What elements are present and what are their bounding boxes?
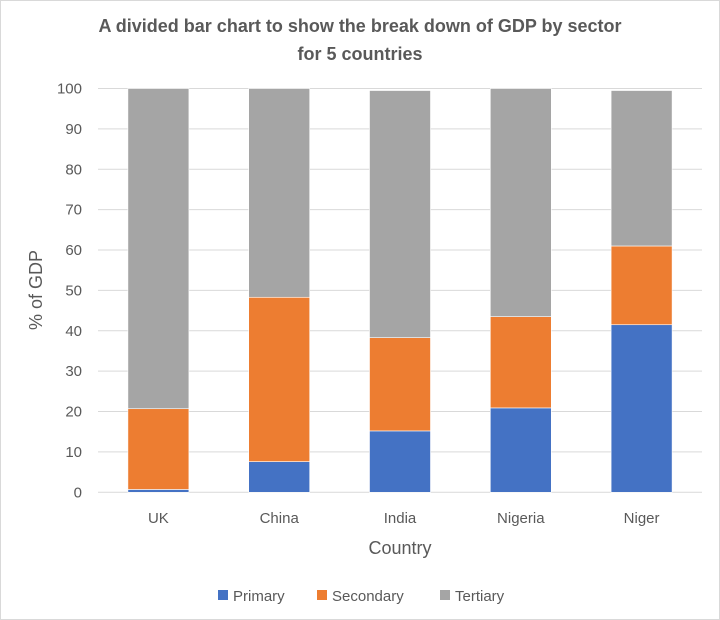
y-tick-label: 30 xyxy=(65,363,82,380)
x-tick-label: Niger xyxy=(624,510,660,527)
chart-title-line-1: A divided bar chart to show the break do… xyxy=(98,16,622,36)
y-tick-label: 10 xyxy=(65,444,82,461)
y-tick-label: 70 xyxy=(65,202,82,219)
y-tick-label: 20 xyxy=(65,404,82,421)
y-tick-label: 80 xyxy=(65,161,82,178)
x-tick-label: Nigeria xyxy=(497,510,545,527)
y-axis-label: % of GDP xyxy=(26,250,46,330)
bar-segment-primary-india xyxy=(369,430,431,493)
bar-segment-primary-uk xyxy=(127,489,190,493)
bar-segment-tertiary-nigeria xyxy=(489,88,552,317)
x-axis-label: Country xyxy=(368,538,431,558)
y-tick-label: 60 xyxy=(65,242,82,259)
y-tick-label: 100 xyxy=(57,81,82,98)
bar-segment-secondary-uk xyxy=(127,408,190,490)
bar-segment-tertiary-uk xyxy=(127,88,190,410)
x-tick-label: UK xyxy=(148,510,169,527)
legend-marker-primary xyxy=(218,590,228,600)
legend-label-primary: Primary xyxy=(233,588,285,605)
bar-segment-tertiary-india xyxy=(369,90,431,338)
bar-segment-secondary-nigeria xyxy=(489,316,552,409)
y-tick-label: 40 xyxy=(65,323,82,340)
bar-segment-secondary-niger xyxy=(610,245,673,326)
bar-segment-primary-china xyxy=(248,461,310,493)
chart-title-line-2: for 5 countries xyxy=(297,44,423,64)
bar-segment-secondary-india xyxy=(369,337,431,432)
y-tick-label: 90 xyxy=(65,121,82,138)
bar-segment-primary-niger xyxy=(610,324,673,493)
y-tick-label: 50 xyxy=(65,282,82,299)
y-tick-label: 0 xyxy=(74,484,82,501)
x-tick-label: India xyxy=(384,510,417,527)
legend-marker-tertiary xyxy=(440,590,450,600)
bar-segment-tertiary-china xyxy=(248,88,310,298)
legend-label-secondary: Secondary xyxy=(332,588,404,605)
bar-segment-primary-nigeria xyxy=(489,407,552,493)
legend-marker-secondary xyxy=(317,590,327,600)
bar-segment-tertiary-niger xyxy=(610,90,673,247)
bar-segment-secondary-china xyxy=(248,296,310,462)
x-tick-label: China xyxy=(260,510,300,527)
legend-label-tertiary: Tertiary xyxy=(455,588,505,605)
